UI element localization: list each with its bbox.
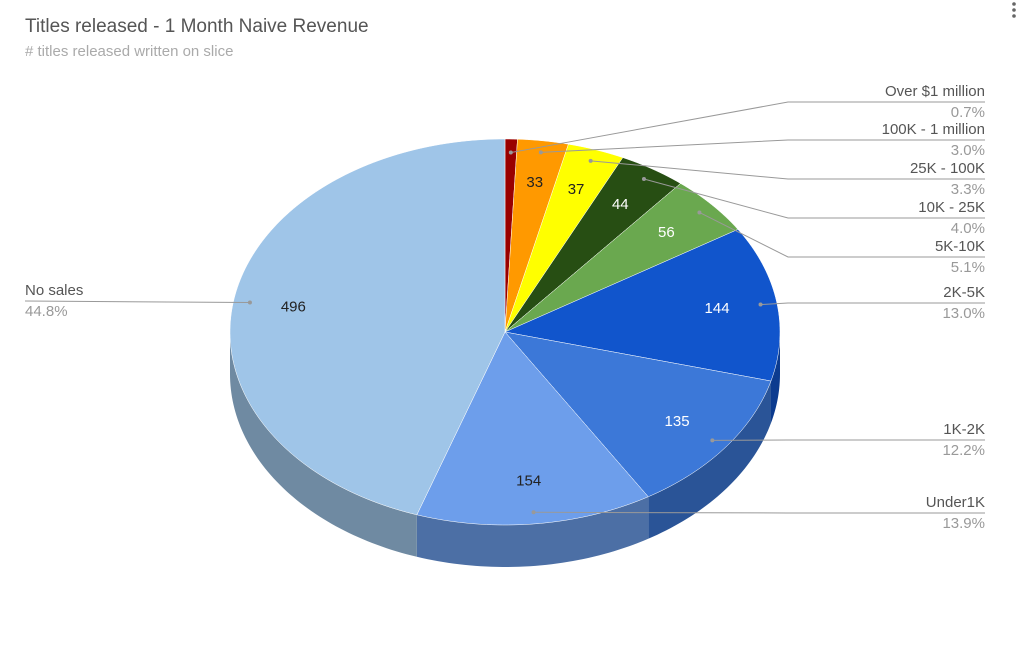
percent-label: 3.0% [951,142,985,159]
slice-value: 37 [568,181,585,198]
chart-title: Titles released - 1 Month Naive Revenue [25,16,369,37]
legend-label: 100K - 1 million [882,121,985,138]
slice [504,157,682,333]
slice-value: 44 [612,196,629,213]
legend-label: 25K - 100K [910,160,985,177]
menu-dot [1012,2,1016,6]
legend-label: 1K-2K [943,421,985,438]
slice-value: 135 [665,413,690,430]
percent-label: 12.2% [942,442,985,459]
percent-label: 13.0% [942,305,985,322]
menu-dot [1012,8,1016,12]
legend-label: Under1K [926,494,985,511]
leader-line [540,139,985,153]
percent-label: 13.9% [942,515,985,532]
slice-value: 33 [526,174,543,191]
slice [504,183,739,333]
percent-label: 3.3% [951,181,985,198]
percent-label: 0.7% [951,104,985,121]
slice-side [648,381,771,539]
legend-label: Over $1 million [885,83,985,100]
chart-subtitle: # titles released written on slice [25,43,233,60]
percent-label: 5.1% [951,259,985,276]
slice-value: 144 [705,300,730,317]
slice-value: 154 [516,473,541,490]
leader-line [699,212,985,258]
slice [504,331,772,498]
leader-line [24,300,250,304]
legend-label: 10K - 25K [918,199,985,216]
slice-value: 56 [658,224,675,241]
leader-line [590,160,985,180]
menu-button[interactable] [1012,2,1016,18]
leader-line [510,101,985,154]
leader-line [643,178,985,219]
slice-side [416,496,649,567]
legend-label: No sales [25,282,83,299]
legend-label: 2K-5K [943,284,985,301]
slice [229,138,506,516]
legend-label: 5K-10K [935,238,985,255]
slice [504,229,781,382]
slice [416,331,649,526]
percent-label: 4.0% [951,220,985,237]
slice-side [770,332,780,424]
menu-dot [1012,14,1016,18]
leader-line [533,511,985,514]
leader-line [760,302,985,306]
percent-label: 44.8% [25,303,68,320]
slice-value: 496 [281,299,306,316]
slice-side [230,332,417,557]
